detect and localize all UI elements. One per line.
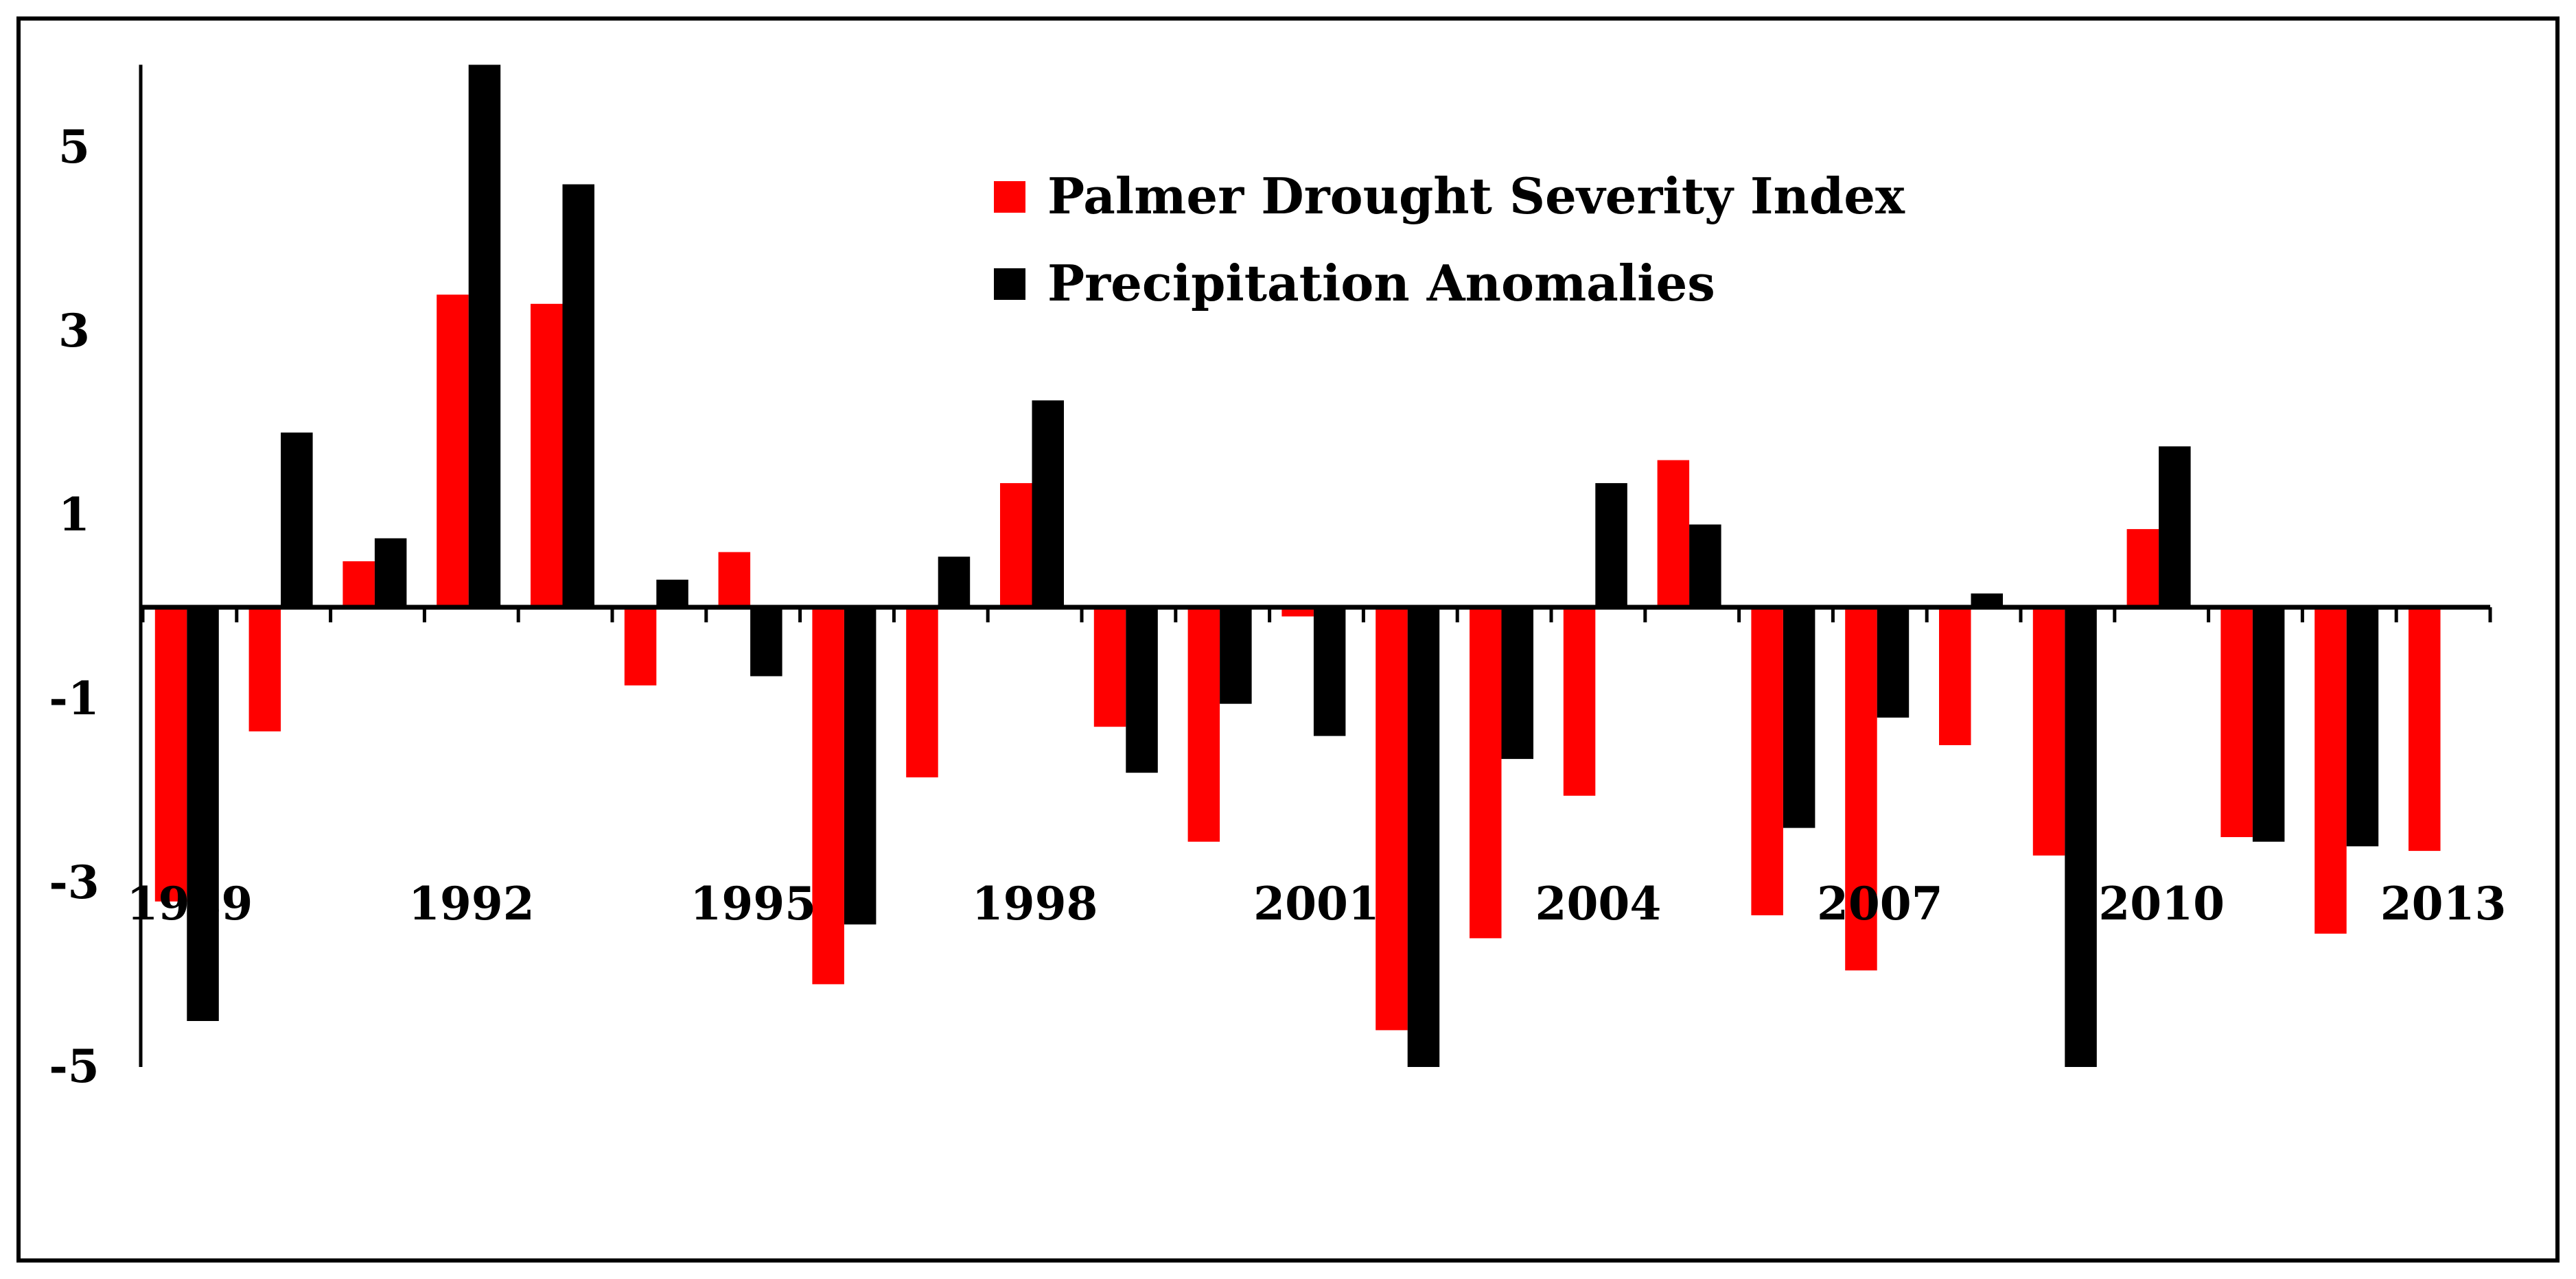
precip-bar-2009 bbox=[2065, 607, 2097, 1067]
x-tick-label: 2004 bbox=[1535, 877, 1662, 930]
x-tick-label: 1989 bbox=[127, 877, 253, 930]
precip-bar-2007 bbox=[1877, 607, 1910, 718]
legend-label-pdsi: Palmer Drought Severity Index bbox=[1047, 167, 1905, 225]
precip-bar-1994 bbox=[656, 579, 688, 607]
precip-bar-1993 bbox=[562, 184, 594, 608]
precip-bar-1997 bbox=[938, 556, 971, 607]
precip-bar-1998 bbox=[1032, 400, 1064, 607]
pdsi-bar-1993 bbox=[531, 303, 563, 607]
precip-bar-1996 bbox=[844, 607, 877, 925]
x-tick-label: 2013 bbox=[2380, 877, 2507, 930]
chart-svg: 5 3 1 -1 -3 -5 1989 1992 1995 1998 2001 2004 2007 201… bbox=[49, 64, 2506, 1093]
precip-bar-2012 bbox=[2346, 607, 2379, 847]
legend-swatch-precipitation bbox=[994, 268, 1025, 300]
y-tick-label: 5 bbox=[58, 120, 90, 174]
pdsi-bar-2010 bbox=[2126, 529, 2159, 607]
precip-bar-2003 bbox=[1501, 607, 1533, 760]
pdsi-bar-1989 bbox=[154, 607, 187, 902]
pdsi-bar-2005 bbox=[1657, 460, 1690, 607]
y-tick-label: -5 bbox=[49, 1040, 99, 1093]
legend-label-precipitation: Precipitation Anomalies bbox=[1047, 254, 1715, 312]
x-tick-label: 2007 bbox=[1817, 877, 1943, 930]
chart-frame: 5 3 1 -1 -3 -5 1989 1992 1995 1998 2001 2004 2007 201… bbox=[16, 16, 2560, 1263]
precip-bar-1989 bbox=[187, 607, 219, 1021]
pdsi-bar-2011 bbox=[2220, 607, 2253, 837]
pdsi-bar-2008 bbox=[1939, 607, 1971, 745]
x-tick-label: 1992 bbox=[408, 877, 535, 930]
pdsi-bar-2012 bbox=[2314, 607, 2347, 934]
precip-bar-2001 bbox=[1313, 607, 1346, 736]
pdsi-bar-2003 bbox=[1470, 607, 1502, 939]
pdsi-bar-1996 bbox=[812, 607, 844, 985]
pdsi-bar-1990 bbox=[248, 607, 281, 731]
pdsi-bar-2004 bbox=[1563, 607, 1596, 796]
pdsi-bar-2013 bbox=[2409, 607, 2441, 852]
x-tick-label: 1998 bbox=[972, 877, 1098, 930]
precip-bar-2010 bbox=[2159, 446, 2191, 607]
y-tick-label: 3 bbox=[58, 304, 90, 357]
precip-bar-1999 bbox=[1126, 607, 1158, 773]
pdsi-bar-1991 bbox=[343, 561, 375, 607]
precip-bar-2000 bbox=[1220, 607, 1252, 704]
precip-bar-2006 bbox=[1783, 607, 1815, 828]
precip-bar-2005 bbox=[1689, 524, 1721, 607]
pdsi-bar-1999 bbox=[1093, 607, 1126, 727]
y-tick-label: 1 bbox=[58, 488, 90, 541]
x-tick-label: 2001 bbox=[1253, 877, 1380, 930]
pdsi-bar-1994 bbox=[624, 607, 657, 685]
labels-layer: 5 3 1 -1 -3 -5 1989 1992 1995 1998 2001 2004 2007 201… bbox=[49, 120, 2506, 1093]
pdsi-bar-2000 bbox=[1187, 607, 1220, 842]
precip-bar-2008 bbox=[1971, 593, 2003, 607]
pdsi-bar-2002 bbox=[1376, 607, 1408, 1031]
x-tick-label: 2010 bbox=[2098, 877, 2225, 930]
pdsi-bar-1992 bbox=[437, 294, 469, 607]
y-tick-label: -3 bbox=[49, 856, 99, 909]
precip-bar-1992 bbox=[468, 64, 501, 607]
x-tick-label: 1995 bbox=[690, 877, 816, 930]
precip-bar-2011 bbox=[2252, 607, 2285, 842]
precip-bar-2004 bbox=[1595, 483, 1627, 607]
pdsi-bar-2006 bbox=[1751, 607, 1783, 915]
pdsi-bar-2009 bbox=[2032, 607, 2065, 856]
pdsi-bar-1995 bbox=[718, 552, 751, 607]
legend-swatch-pdsi bbox=[994, 181, 1025, 213]
axes-layer bbox=[139, 64, 2492, 1067]
precip-bar-1990 bbox=[281, 432, 313, 607]
pdsi-bar-1997 bbox=[906, 607, 938, 777]
bars-layer bbox=[154, 64, 2441, 1067]
precip-bar-1991 bbox=[374, 538, 407, 607]
precip-bar-2002 bbox=[1407, 607, 1440, 1067]
pdsi-bar-1998 bbox=[1000, 483, 1032, 607]
pdsi-bar-2007 bbox=[1845, 607, 1877, 971]
y-tick-label: -1 bbox=[49, 672, 99, 725]
precip-bar-1995 bbox=[750, 607, 782, 677]
legend: Palmer Drought Severity Index Precipitat… bbox=[994, 167, 1905, 312]
